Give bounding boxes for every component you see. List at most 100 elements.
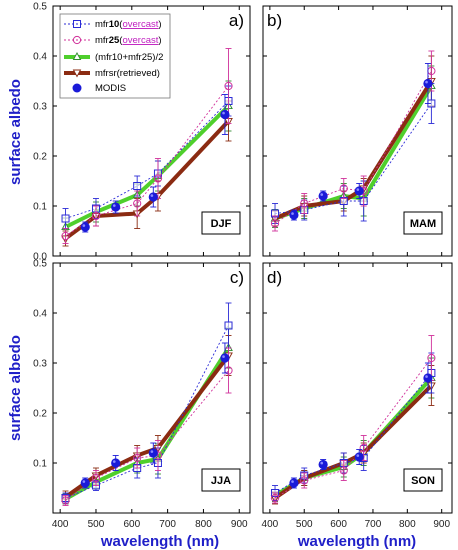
data-point-highlight <box>222 111 225 115</box>
legend-bold: 10 <box>109 19 120 30</box>
data-point-highlight <box>291 212 294 215</box>
y-tick-label: 0.2 <box>33 152 47 163</box>
data-point-mfr25-overcast <box>300 199 309 208</box>
x-tick-label: 400 <box>52 519 69 530</box>
circle-marker-icon <box>72 35 82 45</box>
data-point-highlight <box>356 454 360 457</box>
data-point-mfr25-overcast <box>91 473 101 483</box>
data-point-highlight <box>320 461 324 465</box>
data-point-modis <box>80 478 90 488</box>
legend-item-mfrsr: mfrsr(retrieved) <box>64 68 160 79</box>
legend-item-modis: MODIS <box>72 83 126 94</box>
filled-circle-marker-icon <box>72 83 82 93</box>
panel-label: b) <box>267 11 282 30</box>
data-point-mfr25-overcast <box>339 466 348 475</box>
legend-paren-close: ) <box>158 19 161 30</box>
data-point-highlight <box>291 480 294 483</box>
triangle-down-marker-icon <box>72 69 82 78</box>
data-point-mfr25-overcast <box>224 81 233 91</box>
data-point-highlight <box>150 450 154 453</box>
chart-panel-mam: b) MAM <box>262 5 453 257</box>
legend: mfr10(overcast) mfr25(overcast) (mfr10+m… <box>59 13 171 99</box>
data-point-modis <box>111 458 121 468</box>
season-label: SON <box>411 475 435 487</box>
x-tick-label: 600 <box>123 519 140 530</box>
legend-paren-close: ) <box>158 35 161 46</box>
data-point-modis <box>289 478 299 488</box>
data-point-highlight <box>150 194 154 197</box>
data-point-modis <box>423 78 433 89</box>
data-point-modis <box>80 222 90 232</box>
chart-panel-son: 400 500 600 700 800 900 d) SON <box>262 262 453 530</box>
legend-prefix: mfr <box>95 35 109 46</box>
data-point-modis <box>220 353 230 363</box>
panel-label: a) <box>229 11 244 30</box>
triangle-up-marker-icon <box>72 52 82 60</box>
x-tick-label: 700 <box>159 519 176 530</box>
y-axis-label-bottom: surface albedo <box>7 335 24 441</box>
data-point-modis <box>318 459 328 470</box>
legend-bold: 25 <box>109 35 120 46</box>
y-tick-label: 0.4 <box>33 309 47 320</box>
season-label: DJF <box>211 218 232 230</box>
y-tick-label: 0.0 <box>33 252 47 263</box>
season-box <box>201 468 241 492</box>
data-point-highlight <box>222 355 225 358</box>
legend-overcast: overcast <box>122 19 158 30</box>
data-point-highlight <box>425 375 428 378</box>
data-point-mfr25-overcast <box>61 231 70 241</box>
panels-layer: 0.0 0.1 0.2 0.3 0.4 0.5 a) DJF b) MAM 400 500 600 700… <box>33 2 453 530</box>
y-tick-label: 0.1 <box>33 459 47 470</box>
data-point-mfr25-overcast <box>153 174 163 183</box>
legend-paren-open: ( <box>119 35 123 46</box>
x-tick-label: 500 <box>88 519 105 530</box>
series-line-mfr10-overcast <box>274 372 432 494</box>
legend-prefix: mfr <box>95 19 109 30</box>
data-point-highlight <box>425 80 428 84</box>
panel-label: d) <box>267 268 282 287</box>
y-tick-label: 0.1 <box>33 202 47 213</box>
data-point-modis <box>318 191 328 201</box>
legend-label-mfr10: mfr10(overcast) <box>95 19 162 30</box>
x-tick-label: 900 <box>231 519 248 530</box>
x-tick-label: 600 <box>330 519 347 530</box>
x-axis-label-right: wavelength (nm) <box>297 533 416 550</box>
chart-panel-jja: 400 500 600 700 800 900 0.1 0.2 0.3 0.4 0.5 c) JJA <box>33 259 251 530</box>
season-label: MAM <box>410 218 436 230</box>
y-tick-label: 0.5 <box>33 259 47 270</box>
data-point-mfr25-overcast <box>91 211 101 221</box>
data-point-modis <box>220 109 230 120</box>
legend-item-mfr25: mfr25(overcast) <box>64 35 162 46</box>
data-point-mfr25-overcast <box>270 493 280 503</box>
data-point-mfr25-overcast <box>339 184 348 193</box>
season-box <box>403 468 443 492</box>
x-tick-label: 400 <box>262 519 279 530</box>
x-tick-label: 500 <box>296 519 313 530</box>
y-axis-label-top: surface albedo <box>7 79 24 185</box>
data-point-mfr25-overcast <box>270 219 280 228</box>
square-marker-icon <box>73 20 81 28</box>
y-tick-label: 0.4 <box>33 52 47 63</box>
legend-label-modis: MODIS <box>95 83 126 94</box>
data-point-modis <box>354 452 364 462</box>
data-point-mfr10-overcast <box>133 182 142 190</box>
data-point-highlight <box>112 204 116 207</box>
data-point-highlight <box>320 193 324 196</box>
data-point-highlight <box>112 460 116 463</box>
season-box <box>403 211 443 235</box>
legend-overcast: overcast <box>122 35 158 46</box>
legend-label-mfrsr: mfrsr(retrieved) <box>95 68 160 79</box>
data-point-mfr10-overcast <box>61 214 70 223</box>
y-tick-label: 0.5 <box>33 2 47 13</box>
data-point-mfr10-overcast <box>224 321 233 330</box>
x-tick-label: 900 <box>433 519 450 530</box>
data-point-modis <box>289 210 299 220</box>
data-point-modis <box>423 373 433 383</box>
legend-label-mfr25: mfr25(overcast) <box>95 35 162 46</box>
legend-item-average: (mfr10+mfr25)/2 <box>64 52 163 63</box>
y-tick-label: 0.3 <box>33 102 47 113</box>
y-tick-label: 0.3 <box>33 359 47 370</box>
data-point-modis <box>354 186 364 196</box>
data-point-modis <box>148 192 158 202</box>
